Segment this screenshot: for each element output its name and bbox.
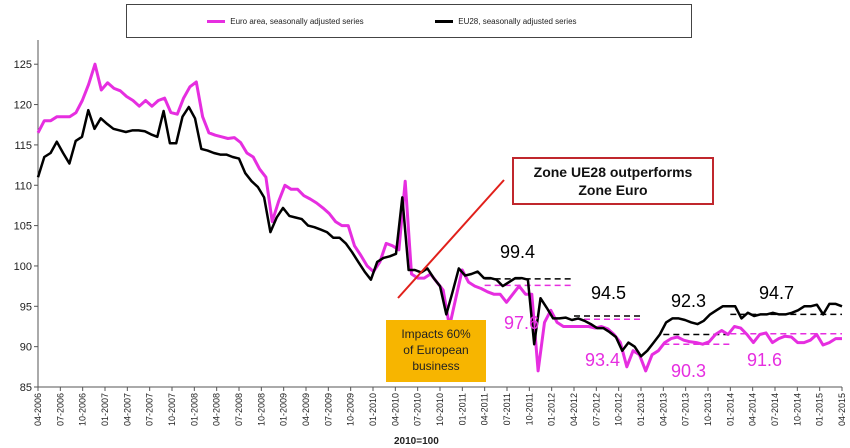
x-tick-label: 07-2009: [323, 393, 333, 426]
x-tick-label: 10-2008: [256, 393, 266, 426]
impact-line-1: Impacts 60%: [401, 327, 471, 341]
y-tick-label: 120: [14, 100, 32, 112]
legend-label-euro-area: Euro area, seasonally adjusted series: [230, 17, 364, 26]
value-label-eu28-2014: 94.7: [759, 283, 795, 303]
x-tick-label: 07-2012: [591, 393, 601, 426]
callout-line-1: Zone UE28 outperforms: [533, 164, 693, 180]
legend-swatch-eu28: [435, 20, 453, 24]
y-tick-label: 90: [20, 342, 32, 354]
y-tick-label: 115: [14, 140, 32, 152]
x-tick-label: 04-2011: [480, 393, 490, 425]
impact-note: Impacts 60% of European business: [386, 320, 486, 382]
x-tick-label: 10-2009: [346, 393, 356, 426]
value-label-euro-2014: 91.6: [747, 350, 783, 370]
x-tick-label: 10-2012: [614, 393, 624, 426]
legend-swatch-euro-area: [207, 20, 225, 24]
x-tick-label: 10-2011: [524, 393, 534, 425]
value-label-eu28-2011: 99.4: [500, 242, 536, 262]
value-label-eu28-2013: 92.3: [671, 291, 707, 311]
chart-axes: 85 90 95 100 105 110 115 120 125 04-2006 07-2006 10…: [14, 40, 847, 426]
x-tick-label: 07-2010: [413, 393, 423, 426]
x-tick-label: 01-2012: [547, 393, 557, 426]
x-tick-label: 04-2009: [301, 393, 311, 426]
callout-line-2: Zone Euro: [578, 182, 648, 198]
x-axis-title: 2010=100: [394, 436, 439, 447]
x-tick-label: 04-2007: [122, 393, 132, 426]
x-tick-label: 10-2013: [703, 393, 713, 426]
value-label-euro-2011: 97.6: [504, 313, 540, 333]
x-tick-label: 07-2013: [681, 393, 691, 426]
value-label-euro-2013: 90.3: [671, 361, 707, 381]
x-tick-label: 04-2012: [569, 393, 579, 426]
outperforms-callout: Zone UE28 outperforms Zone Euro: [512, 157, 714, 205]
x-tick-label: 07-2011: [502, 393, 512, 425]
x-tick-label: 04-2008: [212, 393, 222, 426]
legend-item-eu28: EU28, seasonally adjusted series: [435, 17, 577, 26]
x-tick-label: 04-2015: [837, 393, 847, 426]
x-tick-label: 07-2008: [234, 393, 244, 426]
x-tick-label: 01-2007: [100, 393, 110, 426]
y-tick-label: 110: [14, 180, 32, 192]
x-tick-label: 04-2014: [748, 393, 758, 426]
impact-line-2: of European: [403, 343, 469, 357]
callout-pointer-line: [397, 179, 505, 299]
impact-line-3: business: [412, 359, 460, 373]
x-tick-label: 01-2008: [189, 393, 199, 426]
x-tick-label: 01-2011: [457, 393, 467, 425]
x-tick-label: 10-2006: [78, 393, 88, 426]
x-tick-label: 01-2014: [725, 393, 735, 426]
x-tick-label: 07-2007: [145, 393, 155, 426]
y-tick-label: 95: [20, 301, 32, 313]
x-tick-label: 01-2010: [368, 393, 378, 426]
y-tick-label: 85: [20, 382, 32, 394]
x-tick-label: 04-2006: [33, 393, 43, 426]
value-label-euro-2012: 93.4: [585, 350, 621, 370]
x-tick-label: 10-2014: [792, 393, 802, 426]
series-line-eu28: [36, 105, 843, 358]
x-tick-label: 10-2007: [167, 393, 177, 426]
x-tick-label: 07-2006: [55, 393, 65, 426]
y-tick-label: 105: [14, 221, 32, 233]
series-lines: [36, 62, 843, 373]
legend-label-eu28: EU28, seasonally adjusted series: [458, 17, 577, 26]
legend-item-euro-area: Euro area, seasonally adjusted series: [207, 17, 364, 26]
chart-legend: Euro area, seasonally adjusted series EU…: [126, 4, 692, 38]
x-tick-label: 04-2010: [390, 393, 400, 426]
value-label-eu28-2012: 94.5: [591, 283, 627, 303]
x-tick-label: 07-2014: [770, 393, 780, 426]
x-tick-label: 04-2013: [658, 393, 668, 426]
y-tick-label: 125: [14, 59, 32, 71]
x-tick-label: 01-2009: [279, 393, 289, 426]
x-tick-label: 01-2015: [815, 393, 825, 426]
y-tick-label: 100: [14, 261, 32, 273]
x-tick-label: 10-2010: [435, 393, 445, 426]
x-tick-label: 01-2013: [636, 393, 646, 426]
